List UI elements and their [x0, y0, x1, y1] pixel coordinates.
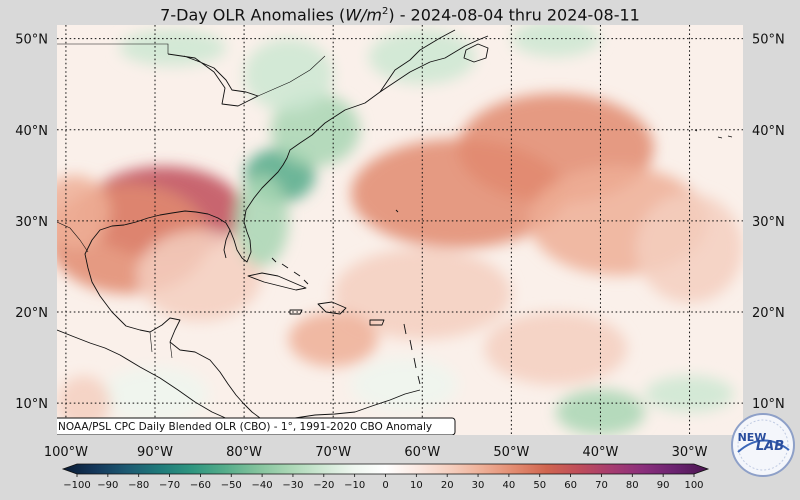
colorbar-tick-label: 50	[533, 480, 546, 491]
anomaly-region	[119, 29, 227, 66]
gridlines	[57, 25, 743, 435]
map-panel: NOAA/PSL CPC Daily Blended OLR (CBO) - 1…	[57, 25, 743, 435]
colorbar-tick-label: −100	[63, 480, 90, 491]
map-title: 7-Day OLR Anomalies (W/m2) - 2024-08-04 …	[160, 5, 640, 25]
longitude-label: 70°W	[315, 445, 351, 460]
longitude-label: 90°W	[137, 445, 173, 460]
latitude-label: 20°N	[752, 306, 785, 321]
latitude-labels-right: 50°N 40°N 30°N 20°N 10°N	[752, 33, 785, 412]
colorbar-tick-label: 100	[684, 480, 703, 491]
colorbar-tick-label: 70	[595, 480, 608, 491]
credit-text: NOAA/PSL CPC Daily Blended OLR (CBO) - 1…	[58, 421, 432, 433]
anomaly-region	[57, 175, 111, 249]
colorbar-ticks: −100 −90 −80 −70 −60 −50 −40 −30 −20 −10 0 10 20 30 40…	[63, 474, 704, 491]
latitude-label: 50°N	[752, 33, 785, 48]
colorbar-tick-label: −70	[159, 480, 180, 491]
us-mexico-border	[57, 221, 89, 253]
colorbar-tick-label: −30	[282, 480, 303, 491]
mexico-pacific-coastline	[57, 329, 249, 429]
newfoundland	[463, 43, 489, 63]
longitude-labels: 100°W 90°W 80°W 70°W 60°W 50°W 40°W 30°W	[44, 445, 708, 460]
colorbar-tick-label: 40	[503, 480, 516, 491]
lab-logo: NEW LAB	[731, 413, 795, 477]
colorbar-tick-label: −80	[128, 480, 149, 491]
colorbar-tick-label: −20	[313, 480, 334, 491]
anomaly-region	[511, 25, 601, 57]
latitude-label: 10°N	[752, 397, 785, 412]
puerto-rico	[369, 319, 385, 326]
credit-box: NOAA/PSL CPC Daily Blended OLR (CBO) - 1…	[57, 417, 456, 435]
political-borders	[57, 43, 326, 359]
longitude-label: 60°W	[404, 445, 440, 460]
anomaly-region	[333, 248, 512, 340]
colorbar-tick-label: 20	[441, 480, 454, 491]
hispaniola	[317, 301, 347, 315]
anomaly-region	[351, 357, 458, 413]
colorbar-tick-label: 10	[410, 480, 423, 491]
colorbar-tick-label: 0	[382, 480, 388, 491]
anomaly-region	[645, 375, 735, 413]
florida-gulf-coast	[223, 229, 231, 259]
anomaly-region	[368, 29, 476, 85]
cuba	[247, 272, 307, 291]
longitude-label: 100°W	[44, 445, 88, 460]
longitude-label: 50°W	[493, 445, 529, 460]
colorbar-tick-label: −40	[252, 480, 273, 491]
longitude-label: 80°W	[226, 445, 262, 460]
latitude-label: 10°N	[15, 397, 48, 412]
logo-text-bottom: LAB	[756, 439, 784, 454]
anomaly-region	[244, 38, 334, 112]
us-east-coastline	[84, 61, 431, 343]
great-lakes	[167, 53, 259, 107]
colorbar-tick-label: 90	[657, 480, 670, 491]
colorbar: −100 −90 −80 −70 −60 −50 −40 −30 −20 −10 0 10 20 30 40…	[61, 463, 710, 491]
bahamas	[271, 257, 309, 285]
jamaica	[289, 309, 303, 315]
central-america-coastline	[169, 341, 261, 419]
colorbar-tick-label: 60	[564, 480, 577, 491]
latitude-labels-left: 50°N 40°N 30°N 20°N 10°N	[15, 33, 48, 412]
anomaly-region	[137, 229, 262, 322]
bermuda	[395, 209, 399, 213]
colorbar-tick-label: 80	[626, 480, 639, 491]
colorbar-tick-label: −60	[190, 480, 211, 491]
anomaly-region	[101, 366, 209, 422]
central-america-borders	[149, 331, 173, 359]
latitude-label: 40°N	[752, 124, 785, 139]
colorbar-tick-label: 30	[472, 480, 485, 491]
anomaly-region	[484, 312, 628, 385]
latitude-label: 40°N	[15, 124, 48, 139]
longitude-label: 30°W	[672, 445, 708, 460]
olr-anomaly-field	[57, 25, 743, 435]
azores	[694, 129, 733, 139]
colorbar-tick-label: −90	[97, 480, 118, 491]
longitude-label: 40°W	[583, 445, 619, 460]
lesser-antilles	[403, 323, 421, 385]
latitude-label: 30°N	[752, 215, 785, 230]
latitude-label: 50°N	[15, 33, 48, 48]
colorbar-bar	[61, 463, 710, 475]
latitude-label: 30°N	[15, 215, 48, 230]
coastlines	[57, 29, 733, 429]
colorbar-tick-label: −50	[221, 480, 242, 491]
us-canada-border	[57, 43, 326, 97]
logo-text-top: NEW	[738, 431, 767, 444]
colorbar-tick-label: −10	[344, 480, 365, 491]
latitude-label: 20°N	[15, 306, 48, 321]
canada-coastline	[379, 29, 489, 93]
anomaly-region	[235, 175, 289, 267]
anomaly-region	[288, 312, 378, 367]
